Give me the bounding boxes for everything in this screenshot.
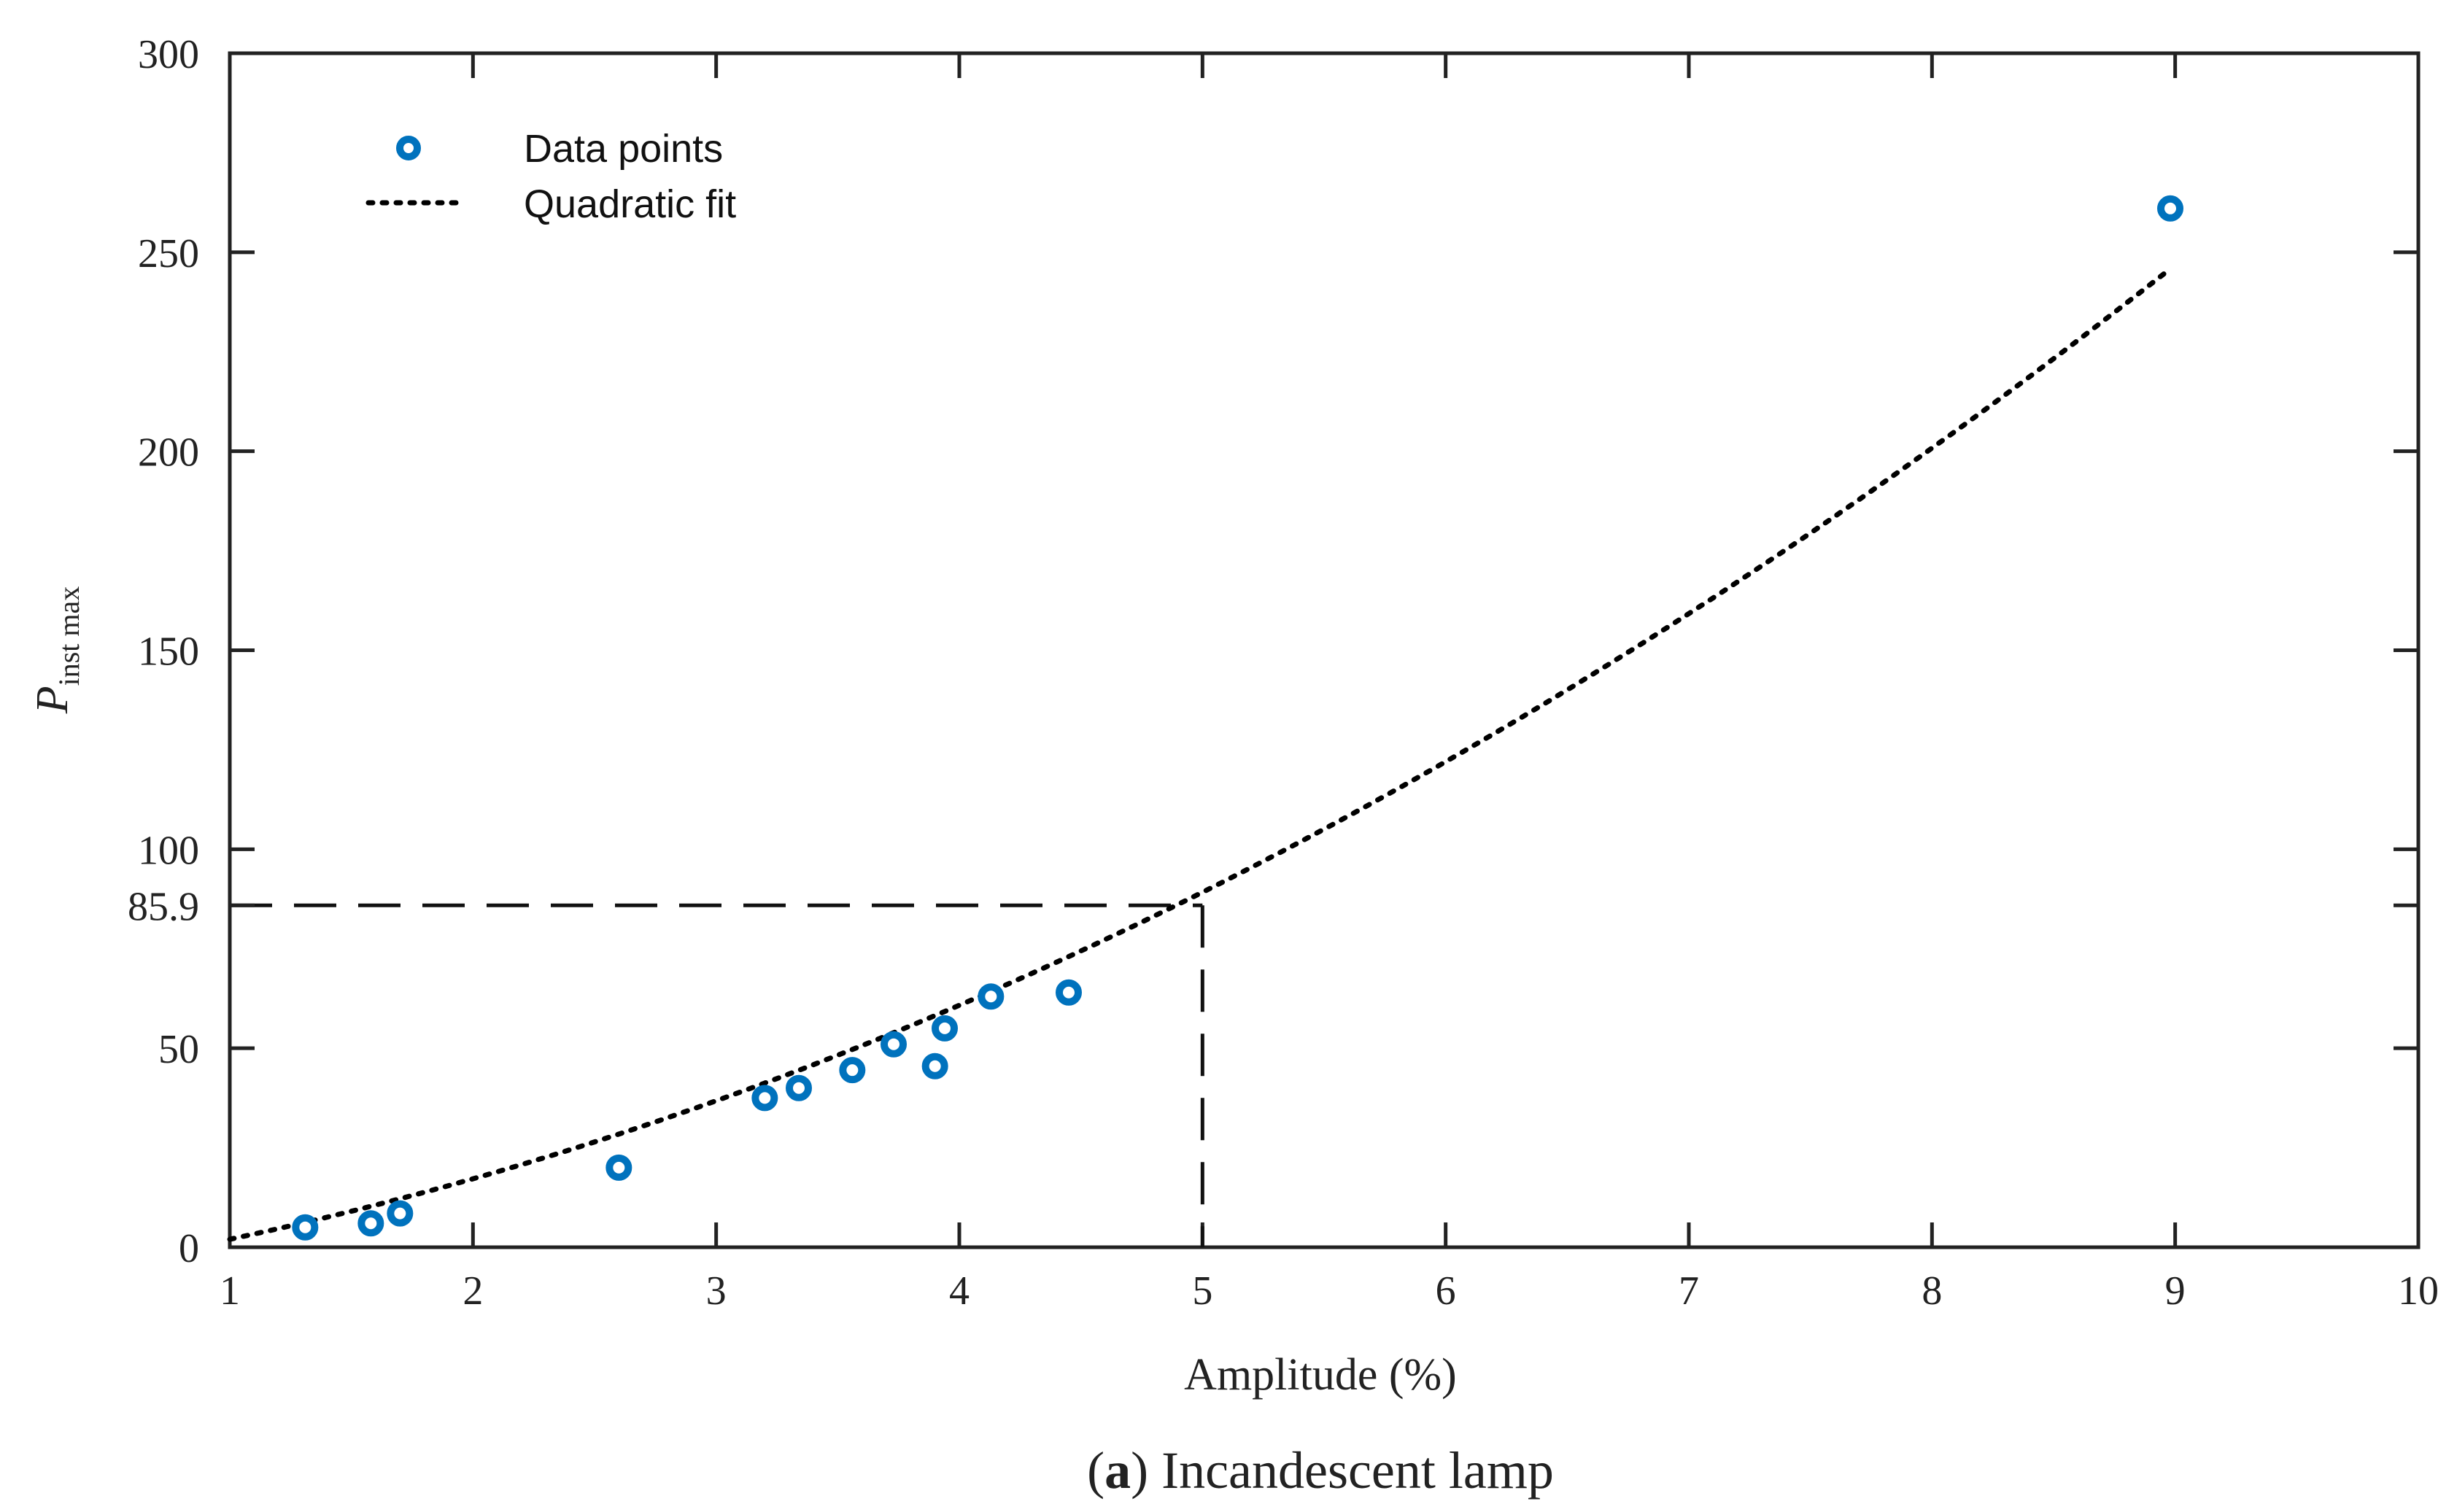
y-tick-label-100: 100 bbox=[138, 828, 199, 873]
data-point-1 bbox=[292, 1214, 319, 1241]
data-points bbox=[292, 195, 2183, 1241]
data-point-2 bbox=[357, 1210, 384, 1237]
x-tick-label-2: 2 bbox=[463, 1268, 483, 1314]
data-point-3 bbox=[387, 1200, 414, 1227]
caption-text: Incandescent lamp bbox=[1148, 1441, 1554, 1500]
x-tick-label-3: 3 bbox=[706, 1268, 727, 1314]
x-tick-label-7: 7 bbox=[1679, 1268, 1699, 1314]
legend: Data points Quadratic fit bbox=[365, 127, 736, 226]
data-point-13 bbox=[2157, 195, 2183, 222]
x-tick-label-10: 10 bbox=[2398, 1268, 2439, 1314]
data-point-6 bbox=[786, 1074, 812, 1101]
reference-lines: 85.9 bbox=[128, 884, 2418, 1247]
caption-letter: a bbox=[1104, 1441, 1131, 1500]
y-axis-title-main: P bbox=[28, 686, 77, 714]
y-tick-label-50: 50 bbox=[158, 1027, 199, 1072]
y-axis-title: Pinst max bbox=[28, 586, 85, 715]
quadratic-fit-line bbox=[227, 266, 2173, 1242]
y-tick-label-200: 200 bbox=[138, 430, 199, 476]
x-axis-ticks: 1 2 3 4 5 6 7 8 9 10 bbox=[220, 53, 2439, 1314]
legend-label-data-points: Data points bbox=[524, 127, 723, 171]
data-point-11 bbox=[978, 983, 1005, 1010]
data-point-9 bbox=[921, 1052, 948, 1079]
legend-label-quadratic-fit: Quadratic fit bbox=[524, 182, 736, 226]
data-point-8 bbox=[881, 1031, 907, 1058]
figure-caption: (a) Incandescent lamp bbox=[1087, 1441, 1554, 1500]
y-tick-label-150: 150 bbox=[138, 629, 199, 675]
y-tick-label-250: 250 bbox=[138, 231, 199, 276]
y-tick-label-0: 0 bbox=[179, 1226, 199, 1271]
y-axis-title-sub: inst max bbox=[53, 586, 85, 686]
x-tick-label-9: 9 bbox=[2165, 1268, 2186, 1314]
x-tick-label-5: 5 bbox=[1192, 1268, 1212, 1314]
y-tick-label-reference: 85.9 bbox=[128, 884, 199, 929]
data-point-7 bbox=[839, 1057, 866, 1084]
data-point-10 bbox=[932, 1015, 958, 1042]
y-axis-ticks: 0 50 100 150 200 250 300 bbox=[138, 32, 2418, 1271]
data-point-5 bbox=[751, 1085, 778, 1112]
x-tick-label-1: 1 bbox=[220, 1268, 240, 1314]
data-point-12 bbox=[1056, 979, 1082, 1006]
x-tick-label-4: 4 bbox=[949, 1268, 970, 1314]
x-tick-label-8: 8 bbox=[1922, 1268, 1942, 1314]
x-axis-title: Amplitude (%) bbox=[1184, 1350, 1457, 1400]
data-point-4 bbox=[605, 1154, 632, 1181]
plot-area bbox=[228, 51, 2421, 1249]
legend-marker-data-points bbox=[396, 136, 421, 160]
x-tick-label-6: 6 bbox=[1436, 1268, 1456, 1314]
y-tick-label-300: 300 bbox=[138, 32, 199, 77]
